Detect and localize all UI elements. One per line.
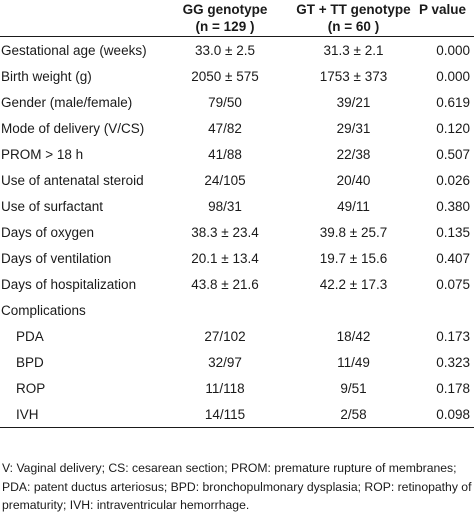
table-row: PDA 27/102 18/42 0.173 xyxy=(0,323,474,349)
header-divider xyxy=(0,36,474,37)
gt-tt-value: 11/49 xyxy=(337,354,370,370)
gt-tt-value: 19.7 ± 15.6 xyxy=(319,250,388,266)
table-row: Mode of delivery (V/CS) 47/82 29/31 0.12… xyxy=(0,115,474,141)
table-row: Gestational age (weeks) 33.0 ± 2.5 31.3 … xyxy=(0,37,474,63)
header-label-column xyxy=(0,0,154,18)
table-header: GG genotype GT + TT genotype P value (n … xyxy=(0,0,474,37)
p-value: 0.507 xyxy=(436,146,470,162)
row-label: Use of surfactant xyxy=(1,198,104,214)
gg-value: 33.0 ± 2.5 xyxy=(195,42,255,58)
row-label: BPD xyxy=(16,354,44,370)
table-row: Days of ventilation 20.1 ± 13.4 19.7 ± 1… xyxy=(0,245,474,271)
gt-tt-value: 20/40 xyxy=(336,172,371,188)
gt-tt-value: 31.3 ± 2.1 xyxy=(323,42,384,58)
p-value: 0.075 xyxy=(436,276,470,292)
gt-tt-value: 9/51 xyxy=(340,380,367,396)
gt-tt-value: 39.8 ± 25.7 xyxy=(319,224,388,240)
gg-value: 43.8 ± 21.6 xyxy=(191,276,259,292)
gg-value: 98/31 xyxy=(208,198,242,214)
table-row: Use of surfactant 98/31 49/11 0.380 xyxy=(0,193,474,219)
gt-tt-value: 49/11 xyxy=(337,198,370,214)
gt-tt-value: 22/38 xyxy=(336,146,371,162)
table-section-row: Complications xyxy=(0,297,474,323)
row-label: Use of antenatal steroid xyxy=(1,172,144,188)
header-p-value: P value xyxy=(418,2,467,17)
gt-tt-value: 18/42 xyxy=(336,328,371,344)
p-value: 0.178 xyxy=(436,380,470,396)
table-row: Days of oxygen 38.3 ± 23.4 39.8 ± 25.7 0… xyxy=(0,219,474,245)
table-row: Gender (male/female) 79/50 39/21 0.619 xyxy=(0,89,474,115)
p-value: 0.173 xyxy=(436,328,470,344)
row-label: IVH xyxy=(0,401,154,428)
header-gg-genotype: GG genotype xyxy=(182,2,268,17)
gg-value: 14/115 xyxy=(154,401,296,428)
row-label: Days of oxygen xyxy=(1,224,95,240)
row-label: Days of ventilation xyxy=(1,250,112,266)
header-gt-tt-count: (n = 60 ) xyxy=(327,19,380,34)
p-value: 0.135 xyxy=(436,224,470,240)
gg-value: 41/88 xyxy=(208,146,242,162)
gg-value: 32/97 xyxy=(208,354,242,370)
gt-tt-value: 1753 ± 373 xyxy=(319,68,388,84)
gt-tt-value xyxy=(296,297,411,323)
table-row: IVH 14/115 2/58 0.098 xyxy=(0,401,474,428)
gg-value: 2050 ± 575 xyxy=(191,68,259,84)
header-gg-count: (n = 129 ) xyxy=(195,19,255,34)
gt-tt-value: 29/31 xyxy=(336,120,371,136)
p-value: 0.407 xyxy=(436,250,470,266)
gt-tt-value: 42.2 ± 17.3 xyxy=(319,276,388,292)
gg-value: 27/102 xyxy=(204,328,246,344)
row-label: Mode of delivery (V/CS) xyxy=(1,120,145,136)
row-label: PDA xyxy=(16,328,44,344)
gg-value: 20.1 ± 13.4 xyxy=(191,250,259,266)
header-gt-tt-genotype: GT + TT genotype xyxy=(296,2,411,17)
table-footnote: V: Vaginal delivery; CS: cesarean sectio… xyxy=(2,461,472,512)
p-value: 0.000 xyxy=(436,42,470,58)
row-label: ROP xyxy=(16,380,46,396)
p-value: 0.323 xyxy=(436,354,470,370)
gg-value xyxy=(154,297,296,323)
table-row: ROP 11/118 9/51 0.178 xyxy=(0,375,474,401)
table-row: PROM > 18 h 41/88 22/38 0.507 xyxy=(0,141,474,167)
p-value: 0.026 xyxy=(436,172,470,188)
table-row: Use of antenatal steroid 24/105 20/40 0.… xyxy=(0,167,474,193)
gg-value: 47/82 xyxy=(208,120,242,136)
table-row: Days of hospitalization 43.8 ± 21.6 42.2… xyxy=(0,271,474,297)
row-label: PROM > 18 h xyxy=(1,146,84,162)
row-label: Gestational age (weeks) xyxy=(1,42,147,58)
row-label: Days of hospitalization xyxy=(1,276,137,292)
gt-tt-value: 2/58 xyxy=(296,401,411,428)
p-value: 0.380 xyxy=(436,198,470,214)
gg-value: 79/50 xyxy=(208,94,242,110)
table-body: Gestational age (weeks) 33.0 ± 2.5 31.3 … xyxy=(0,37,474,428)
gg-value: 11/118 xyxy=(205,380,245,396)
genotype-comparison-table: GG genotype GT + TT genotype P value (n … xyxy=(0,0,474,428)
p-value xyxy=(411,297,474,323)
table-row: Birth weight (g) 2050 ± 575 1753 ± 373 0… xyxy=(0,63,474,89)
gg-value: 24/105 xyxy=(204,172,246,188)
p-value: 0.000 xyxy=(436,68,470,84)
p-value: 0.619 xyxy=(436,94,470,110)
table-row: BPD 32/97 11/49 0.323 xyxy=(0,349,474,375)
p-value: 0.098 xyxy=(411,401,474,428)
row-label: Birth weight (g) xyxy=(1,68,92,84)
section-label-complications: Complications xyxy=(1,302,86,318)
gt-tt-value: 39/21 xyxy=(336,94,371,110)
gg-value: 38.3 ± 23.4 xyxy=(191,224,259,240)
p-value: 0.120 xyxy=(436,120,470,136)
row-label: Gender (male/female) xyxy=(1,94,133,110)
